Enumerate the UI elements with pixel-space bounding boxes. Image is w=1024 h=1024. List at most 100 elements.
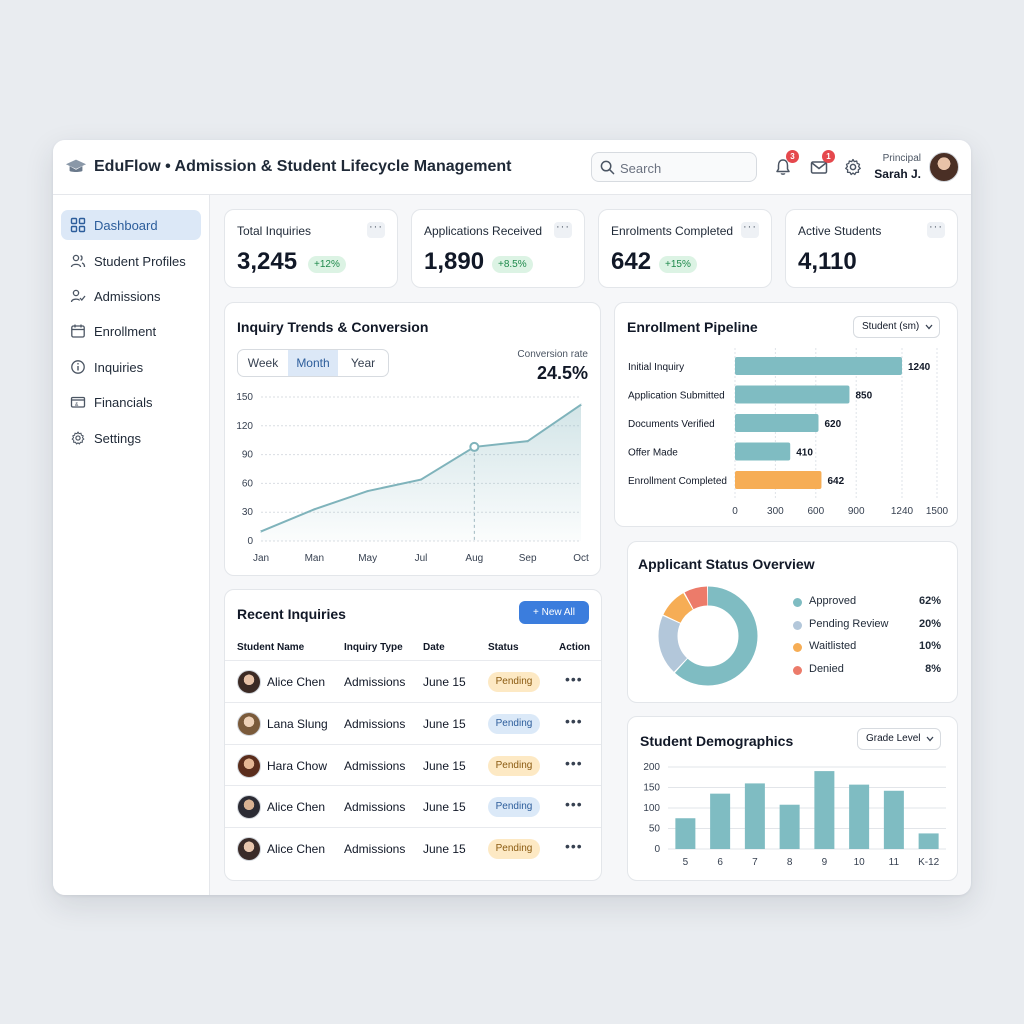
x-tick-label: 300 — [767, 506, 784, 517]
table-row[interactable]: Alice Chen Admissions June 15 Pending ••• — [225, 827, 601, 869]
trend-point[interactable] — [469, 441, 480, 452]
sidebar-item-dashboard[interactable]: Dashboard — [61, 210, 201, 240]
row-actions-button[interactable]: ••• — [565, 712, 583, 729]
search-icon — [600, 160, 615, 175]
sidebar-item-label: Enrollment — [94, 323, 157, 339]
demographics-bar[interactable] — [883, 790, 904, 849]
column-header: Student Name — [237, 642, 305, 653]
pipeline-bar[interactable] — [735, 442, 791, 461]
pipeline-bar[interactable] — [735, 385, 850, 404]
pipeline-filter-select[interactable]: Student (sm) — [853, 316, 941, 338]
y-tick-label: 0 — [247, 536, 253, 547]
y-tick-label: 100 — [643, 803, 660, 814]
tab-month[interactable]: Month — [288, 350, 338, 376]
user-role: Principal — [882, 153, 921, 164]
card-title: Student Demographics — [640, 733, 794, 749]
bar-value-label: 850 — [855, 391, 872, 402]
x-tick-label: 5 — [683, 857, 689, 868]
y-tick-label: 30 — [242, 507, 254, 518]
category-label: Application Submitted — [628, 391, 725, 402]
pipeline-bar[interactable] — [735, 471, 822, 489]
category-label: Documents Verified — [628, 419, 715, 430]
status-badge: Pending — [488, 839, 540, 860]
y-tick-label: 120 — [236, 421, 253, 432]
status-badge: Pending — [488, 713, 540, 734]
inquiry-date: June 15 — [423, 675, 466, 689]
bar-value-label: 410 — [796, 448, 813, 459]
x-tick-label: 7 — [752, 857, 758, 868]
sidebar-item-label: Admissions — [94, 288, 161, 304]
x-tick-label: 1240 — [891, 506, 914, 517]
demographics-bar-chart: 0 50 100 150 200 5 6 7 8 9 10 11 K-12 — [643, 762, 946, 868]
donut-slice[interactable] — [658, 586, 758, 686]
demographics-bar[interactable] — [849, 784, 870, 849]
sidebar-item-student-profiles[interactable]: Student Profiles — [61, 246, 201, 276]
inquiry-date: June 15 — [423, 800, 466, 815]
settings-button[interactable] — [843, 157, 863, 177]
sidebar-item-settings[interactable]: Settings — [61, 423, 201, 453]
user-avatar[interactable] — [929, 152, 959, 182]
table-row[interactable]: Alice Chen Admissions June 15 Pending ••• — [225, 660, 601, 702]
demographics-bar[interactable] — [814, 771, 835, 849]
inquiry-date: June 15 — [423, 716, 466, 731]
user-check-icon — [70, 289, 86, 303]
bar-value-label: 620 — [824, 419, 841, 430]
demographics-filter-select[interactable]: Grade Level — [857, 728, 942, 750]
donut-slice[interactable] — [658, 586, 758, 686]
search-box[interactable] — [591, 152, 757, 182]
search-input[interactable] — [620, 158, 750, 178]
legend-label: Approved — [809, 595, 857, 607]
more-options-button[interactable]: ··· — [367, 222, 385, 238]
legend-item: Waitlisted 10% — [793, 640, 941, 656]
row-actions-button[interactable]: ••• — [565, 671, 583, 687]
sidebar-item-label: Dashboard — [94, 217, 158, 233]
y-tick-label: 90 — [242, 450, 254, 461]
student-name: Hara Chow — [267, 758, 328, 773]
more-options-button[interactable]: ··· — [554, 222, 572, 238]
kpi-card-active-students: Active Students ··· 4,110 — [785, 209, 958, 288]
sidebar-item-inquiries[interactable]: Inquiries — [61, 352, 201, 382]
demographics-bar[interactable] — [918, 833, 939, 849]
x-tick-label: Oct — [573, 553, 589, 564]
more-options-button[interactable]: ··· — [927, 222, 945, 238]
y-tick-label: 150 — [236, 392, 253, 403]
pipeline-bar[interactable] — [735, 414, 819, 432]
new-inquiry-button[interactable]: + New All — [519, 601, 589, 624]
sidebar-item-enrollment[interactable]: Enrollment — [61, 316, 201, 346]
table-row[interactable]: Hara Chow Admissions June 15 Pending ••• — [225, 743, 601, 786]
x-tick-label: Aug — [465, 553, 483, 564]
sidebar-item-admissions[interactable]: Admissions — [61, 281, 201, 311]
tab-week[interactable]: Week — [247, 356, 279, 370]
kpi-label: Active Students — [798, 224, 882, 238]
table-row[interactable]: Lana Slung Admissions June 15 Pending ••• — [225, 701, 601, 744]
inquiry-type: Admissions — [344, 675, 406, 689]
kpi-label: Enrolments Completed — [611, 224, 734, 238]
inquiry-trends-card: Inquiry Trends & Conversion Week Month Y… — [224, 302, 601, 576]
x-tick-label: 900 — [848, 506, 865, 517]
select-value: Student (sm) — [862, 321, 920, 332]
demographics-bar[interactable] — [779, 804, 800, 849]
status-badge: Pending — [488, 797, 540, 818]
row-actions-button[interactable]: ••• — [565, 796, 583, 813]
card-title: Enrollment Pipeline — [627, 319, 758, 335]
notifications-button[interactable]: 3 — [773, 150, 799, 177]
demographics-bar[interactable] — [744, 783, 765, 849]
legend-swatch — [793, 598, 802, 607]
table-row[interactable]: Alice Chen Admissions June 15 Pending ••• — [225, 785, 601, 827]
pipeline-bar[interactable] — [735, 357, 902, 375]
more-options-button[interactable]: ··· — [741, 222, 759, 238]
demographics-bar[interactable] — [675, 818, 696, 849]
row-actions-button[interactable]: ••• — [565, 754, 583, 771]
legend-item: Approved 62% — [793, 595, 941, 611]
sidebar: Dashboard Student Profiles Admissions — [53, 195, 210, 895]
legend-value: 62% — [918, 595, 941, 607]
pipeline-bar-chart: 0 300 600 900 1240 1500 Initial Inquiry 1240 App… — [628, 348, 949, 517]
avatar — [237, 795, 261, 820]
sidebar-item-financials[interactable]: & Financials — [61, 387, 201, 417]
users-icon — [70, 254, 86, 268]
demographics-bar[interactable] — [710, 793, 731, 849]
inquiry-date: June 15 — [423, 842, 466, 857]
messages-button[interactable]: 1 — [809, 150, 835, 177]
tab-year[interactable]: Year — [350, 356, 376, 370]
row-actions-button[interactable]: ••• — [565, 838, 583, 855]
